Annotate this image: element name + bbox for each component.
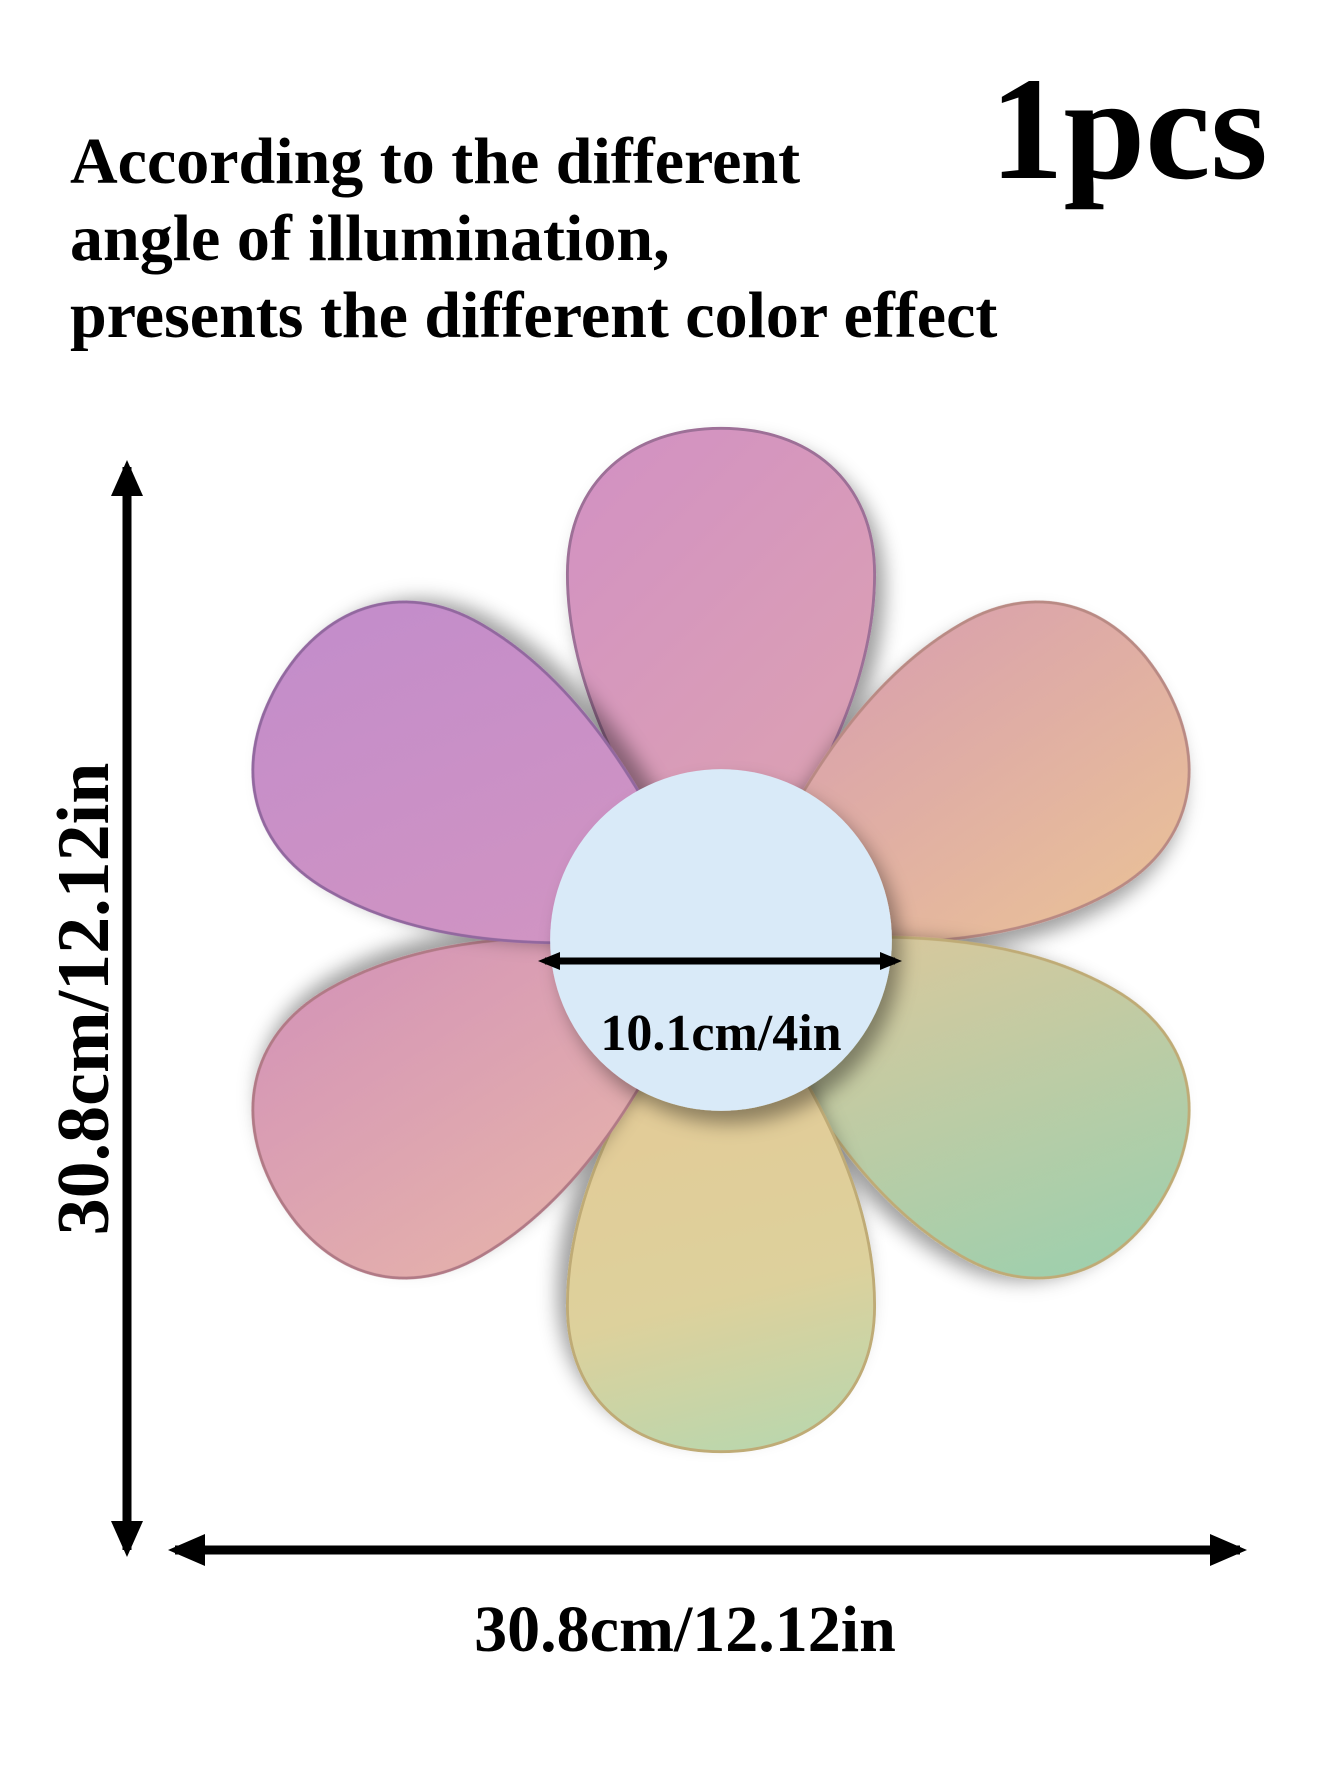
svg-text:10.1cm/4in: 10.1cm/4in — [600, 1005, 841, 1062]
svg-text:30.8cm/12.12in: 30.8cm/12.12in — [43, 763, 125, 1236]
svg-text:30.8cm/12.12in: 30.8cm/12.12in — [474, 1593, 896, 1666]
